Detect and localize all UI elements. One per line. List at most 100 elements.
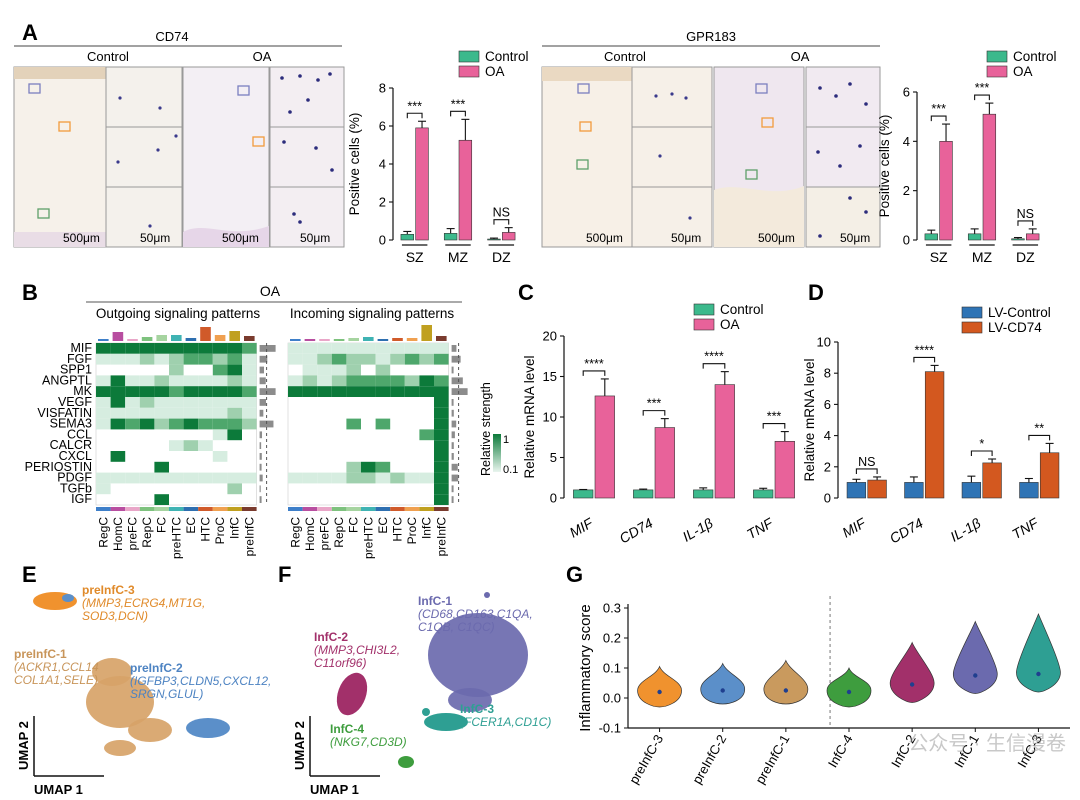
pathway-total-bar	[451, 485, 454, 493]
panel-letter-e: E	[22, 562, 37, 587]
stained-cell	[688, 216, 692, 220]
heatmap-cell	[434, 461, 449, 473]
cell-type-color-strip	[331, 507, 347, 511]
violin-median-point	[720, 688, 725, 693]
legend-label: Control	[1013, 49, 1057, 64]
umap-f-y-label: UMAP 2	[292, 721, 307, 770]
y-tick-label: 20	[543, 329, 557, 344]
watermark-text: 公众号 · 生信漫卷	[908, 732, 1066, 755]
cell-type-color-strip	[419, 507, 434, 511]
heatmap-cell	[288, 353, 303, 365]
cd74-control-zoom-dz	[105, 186, 183, 248]
heatmap-cell	[139, 407, 155, 419]
heatmap-cell	[198, 343, 213, 354]
signaling-heatmap-panel: OA Outgoing signaling patterns Incoming …	[25, 283, 519, 559]
significance-label: **	[1034, 421, 1044, 435]
gpr183-oa-roi-dz	[745, 169, 758, 180]
stained-cell	[670, 92, 674, 96]
y-tick-label: 4	[379, 157, 386, 172]
legend-swatch	[693, 318, 715, 331]
heatmap-cell	[169, 364, 184, 376]
legend-label: OA	[1013, 64, 1033, 79]
gpr183-control-surface	[542, 67, 632, 81]
x-category-label: IL-1β	[680, 515, 716, 545]
violin-median-point	[973, 673, 978, 678]
violin-median-point	[846, 689, 852, 695]
cell-type-total-bar	[421, 325, 432, 341]
y-tick-label: 10	[543, 410, 557, 425]
heatmap-cell	[125, 407, 140, 419]
pathway-label: PDGF	[57, 471, 92, 485]
cell-type-label: RegC	[96, 517, 110, 548]
pathway-label: CALCR	[50, 438, 92, 452]
heatmap-cell	[434, 353, 449, 365]
umap-f-x-label: UMAP 1	[310, 782, 359, 797]
panel-letter-g: G	[566, 562, 583, 587]
heatmap-cell	[183, 375, 199, 387]
cluster-genes-preinfc-3-line2: SOD3,DCN)	[82, 609, 148, 623]
bar-control	[753, 489, 774, 499]
heatmap-cell	[434, 440, 449, 451]
heatmap-cell	[212, 343, 228, 354]
heatmap-cell	[139, 386, 155, 397]
y-tick-label: 5	[550, 450, 557, 465]
heatmap-cell	[288, 472, 303, 484]
stained-cell	[298, 220, 302, 224]
heatmap-cell	[361, 386, 376, 397]
cell-type-color-strip	[346, 507, 361, 511]
violin-median-point	[1036, 671, 1041, 677]
cell-type-color-strip	[288, 507, 303, 511]
heatmap-cell	[198, 397, 213, 408]
significance-bracket	[493, 219, 510, 225]
heatmap-cell	[302, 472, 318, 484]
bar-oa	[502, 232, 516, 241]
heatmap-cell	[242, 343, 257, 354]
pathway-label: CCL	[67, 427, 92, 441]
x-category-label: CD74	[616, 515, 655, 547]
heatmap-cell	[390, 386, 405, 397]
significance-bracket	[1028, 434, 1051, 441]
heatmap-cell	[302, 353, 318, 365]
heatmap-cell	[139, 418, 155, 430]
stained-cell	[658, 154, 662, 158]
heatmap-cell	[125, 343, 140, 354]
legend-label: Control	[485, 49, 529, 64]
cell-type-label: RegC	[288, 517, 302, 548]
heatmap-cell	[346, 418, 361, 430]
umap-cluster-preinfc-3	[33, 592, 77, 610]
heatmap-cell	[419, 472, 434, 484]
heatmap-cell	[169, 386, 184, 397]
y-axis-title: Positive cells (%)	[347, 113, 362, 216]
heatmap-cell	[198, 386, 213, 397]
umap-cluster-infc-1	[428, 592, 528, 712]
cd74-scale-small-control: 50μm	[140, 231, 170, 245]
heatmap-cell	[169, 397, 184, 408]
heatmap-cell	[361, 343, 376, 354]
bar-oa	[939, 141, 953, 241]
y-tick-label: 0.0	[603, 691, 621, 706]
cell-type-color-strip	[317, 507, 332, 511]
cd74-oa-zoom-dz	[269, 186, 345, 248]
violin-body	[637, 665, 682, 708]
heatmap-cell	[198, 407, 213, 419]
violin-median-point	[909, 682, 915, 687]
cell-type-label: ProC	[213, 517, 227, 545]
cell-type-total-bar	[436, 336, 447, 341]
cell-type-total-bar	[141, 337, 153, 341]
significance-label: ****	[915, 343, 935, 357]
violin-median-point	[657, 689, 662, 695]
y-tick-label: 0	[379, 233, 386, 248]
significance-bracket	[913, 356, 936, 363]
legend-label: LV-CD74	[988, 320, 1042, 335]
cell-type-label: HTC	[199, 517, 213, 542]
heatmap-cell	[96, 386, 111, 397]
cd74-oa-overview	[182, 66, 270, 248]
heatmap-cell	[110, 353, 126, 365]
pathway-total-bar	[451, 377, 463, 385]
violin-body	[700, 662, 746, 705]
stained-cell	[848, 196, 852, 200]
cell-type-total-bar	[363, 337, 374, 341]
umap-e-x-label: UMAP 1	[34, 782, 83, 797]
heatmap-cell	[110, 451, 126, 462]
y-axis-title: Relative mRNA level	[802, 358, 817, 481]
